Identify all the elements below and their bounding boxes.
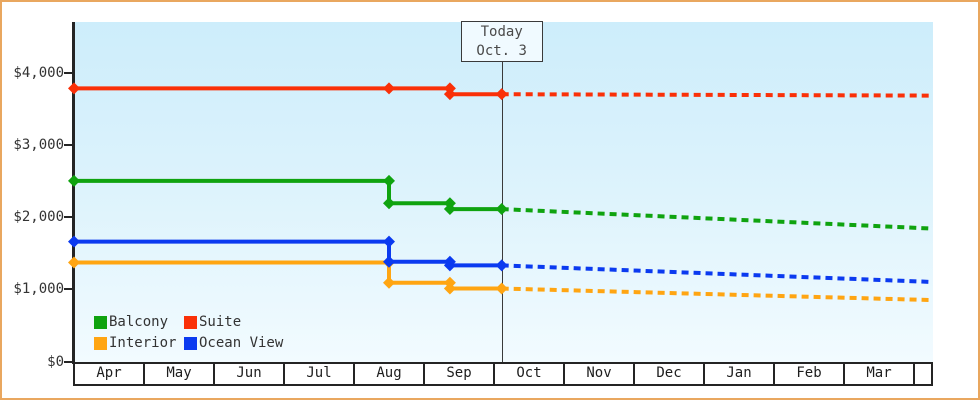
legend-label: Suite xyxy=(199,314,242,330)
month-cell-jul: Jul xyxy=(285,364,355,384)
y-axis-tick xyxy=(64,288,73,291)
legend-item-balcony: Balcony xyxy=(94,312,184,333)
today-annotation: Today Oct. 3 xyxy=(460,21,543,62)
month-cell-jun: Jun xyxy=(215,364,285,384)
y-axis-tick xyxy=(64,71,73,74)
month-cell-apr: Apr xyxy=(75,364,145,384)
data-point-marker-ocean-view xyxy=(383,235,395,248)
data-point-marker-ocean-view xyxy=(383,255,395,268)
month-cell-nov: Nov xyxy=(565,364,635,384)
month-cell-dec: Dec xyxy=(635,364,705,384)
y-axis-label: $4,000 xyxy=(13,64,64,81)
y-axis-tick xyxy=(64,216,73,218)
today-label: Today xyxy=(480,24,523,40)
data-point-marker-balcony xyxy=(383,174,395,187)
data-point-marker-interior xyxy=(383,276,395,289)
month-cell-feb: Feb xyxy=(775,364,845,384)
series-line-interior xyxy=(74,260,502,291)
data-point-marker-interior xyxy=(495,282,508,295)
legend-item-interior: Interior xyxy=(94,333,184,354)
data-point-marker-balcony xyxy=(383,197,395,210)
month-cell-may: May xyxy=(145,364,215,384)
data-point-marker-ocean-view xyxy=(68,235,80,248)
legend-label: Ocean View xyxy=(199,335,284,351)
legend-swatch-ocean-view xyxy=(184,337,197,350)
today-date: Oct. 3 xyxy=(476,43,527,59)
series-forecast-line-ocean-view xyxy=(501,263,933,284)
y-axis-label: $0 xyxy=(47,353,64,370)
y-axis-tick xyxy=(64,143,73,146)
series-forecast-line-suite xyxy=(501,92,933,98)
data-point-marker-balcony xyxy=(68,174,80,187)
series-line-suite xyxy=(74,86,502,97)
data-point-marker-suite xyxy=(68,82,80,95)
month-cell-sep: Sep xyxy=(425,364,495,384)
series-forecast-line-interior xyxy=(501,286,933,303)
series-forecast-line-balcony xyxy=(501,207,933,231)
y-axis-tick xyxy=(64,360,73,363)
legend-swatch-interior xyxy=(94,337,107,350)
data-point-marker-ocean-view xyxy=(443,259,456,272)
y-axis-label: $3,000 xyxy=(13,136,64,153)
data-point-marker-balcony xyxy=(443,203,456,216)
data-point-marker-interior xyxy=(68,256,80,269)
data-point-marker-suite xyxy=(495,88,508,101)
data-point-marker-suite xyxy=(443,88,456,101)
legend-swatch-suite xyxy=(184,316,197,329)
data-point-marker-balcony xyxy=(495,203,508,216)
legend-item-suite: Suite xyxy=(184,312,283,333)
y-axis-label: $1,000 xyxy=(13,281,64,298)
month-cell-oct: Oct xyxy=(495,364,565,384)
month-cell-mar: Mar xyxy=(845,364,915,384)
legend-swatch-balcony xyxy=(94,316,107,329)
data-point-marker-interior xyxy=(443,282,456,295)
x-axis-month-row: Apr May Jun Jul Aug Sep Oct Nov Dec Jan Feb Mar xyxy=(73,362,933,386)
series-line-balcony xyxy=(74,178,502,212)
month-row-stub xyxy=(915,364,931,384)
legend: Balcony Suite Interior Ocean View xyxy=(94,312,283,354)
plot-background xyxy=(74,22,933,362)
y-axis-label: $2,000 xyxy=(13,209,64,225)
legend-label: Balcony xyxy=(109,314,169,330)
series-line-ocean-view xyxy=(74,239,502,268)
y-axis-line xyxy=(72,22,75,364)
month-cell-aug: Aug xyxy=(355,364,425,384)
legend-label: Interior xyxy=(109,335,177,351)
month-cell-jan: Jan xyxy=(705,364,775,384)
data-point-marker-suite xyxy=(383,82,395,95)
data-point-marker-ocean-view xyxy=(495,259,508,272)
legend-item-ocean-view: Ocean View xyxy=(184,333,283,354)
